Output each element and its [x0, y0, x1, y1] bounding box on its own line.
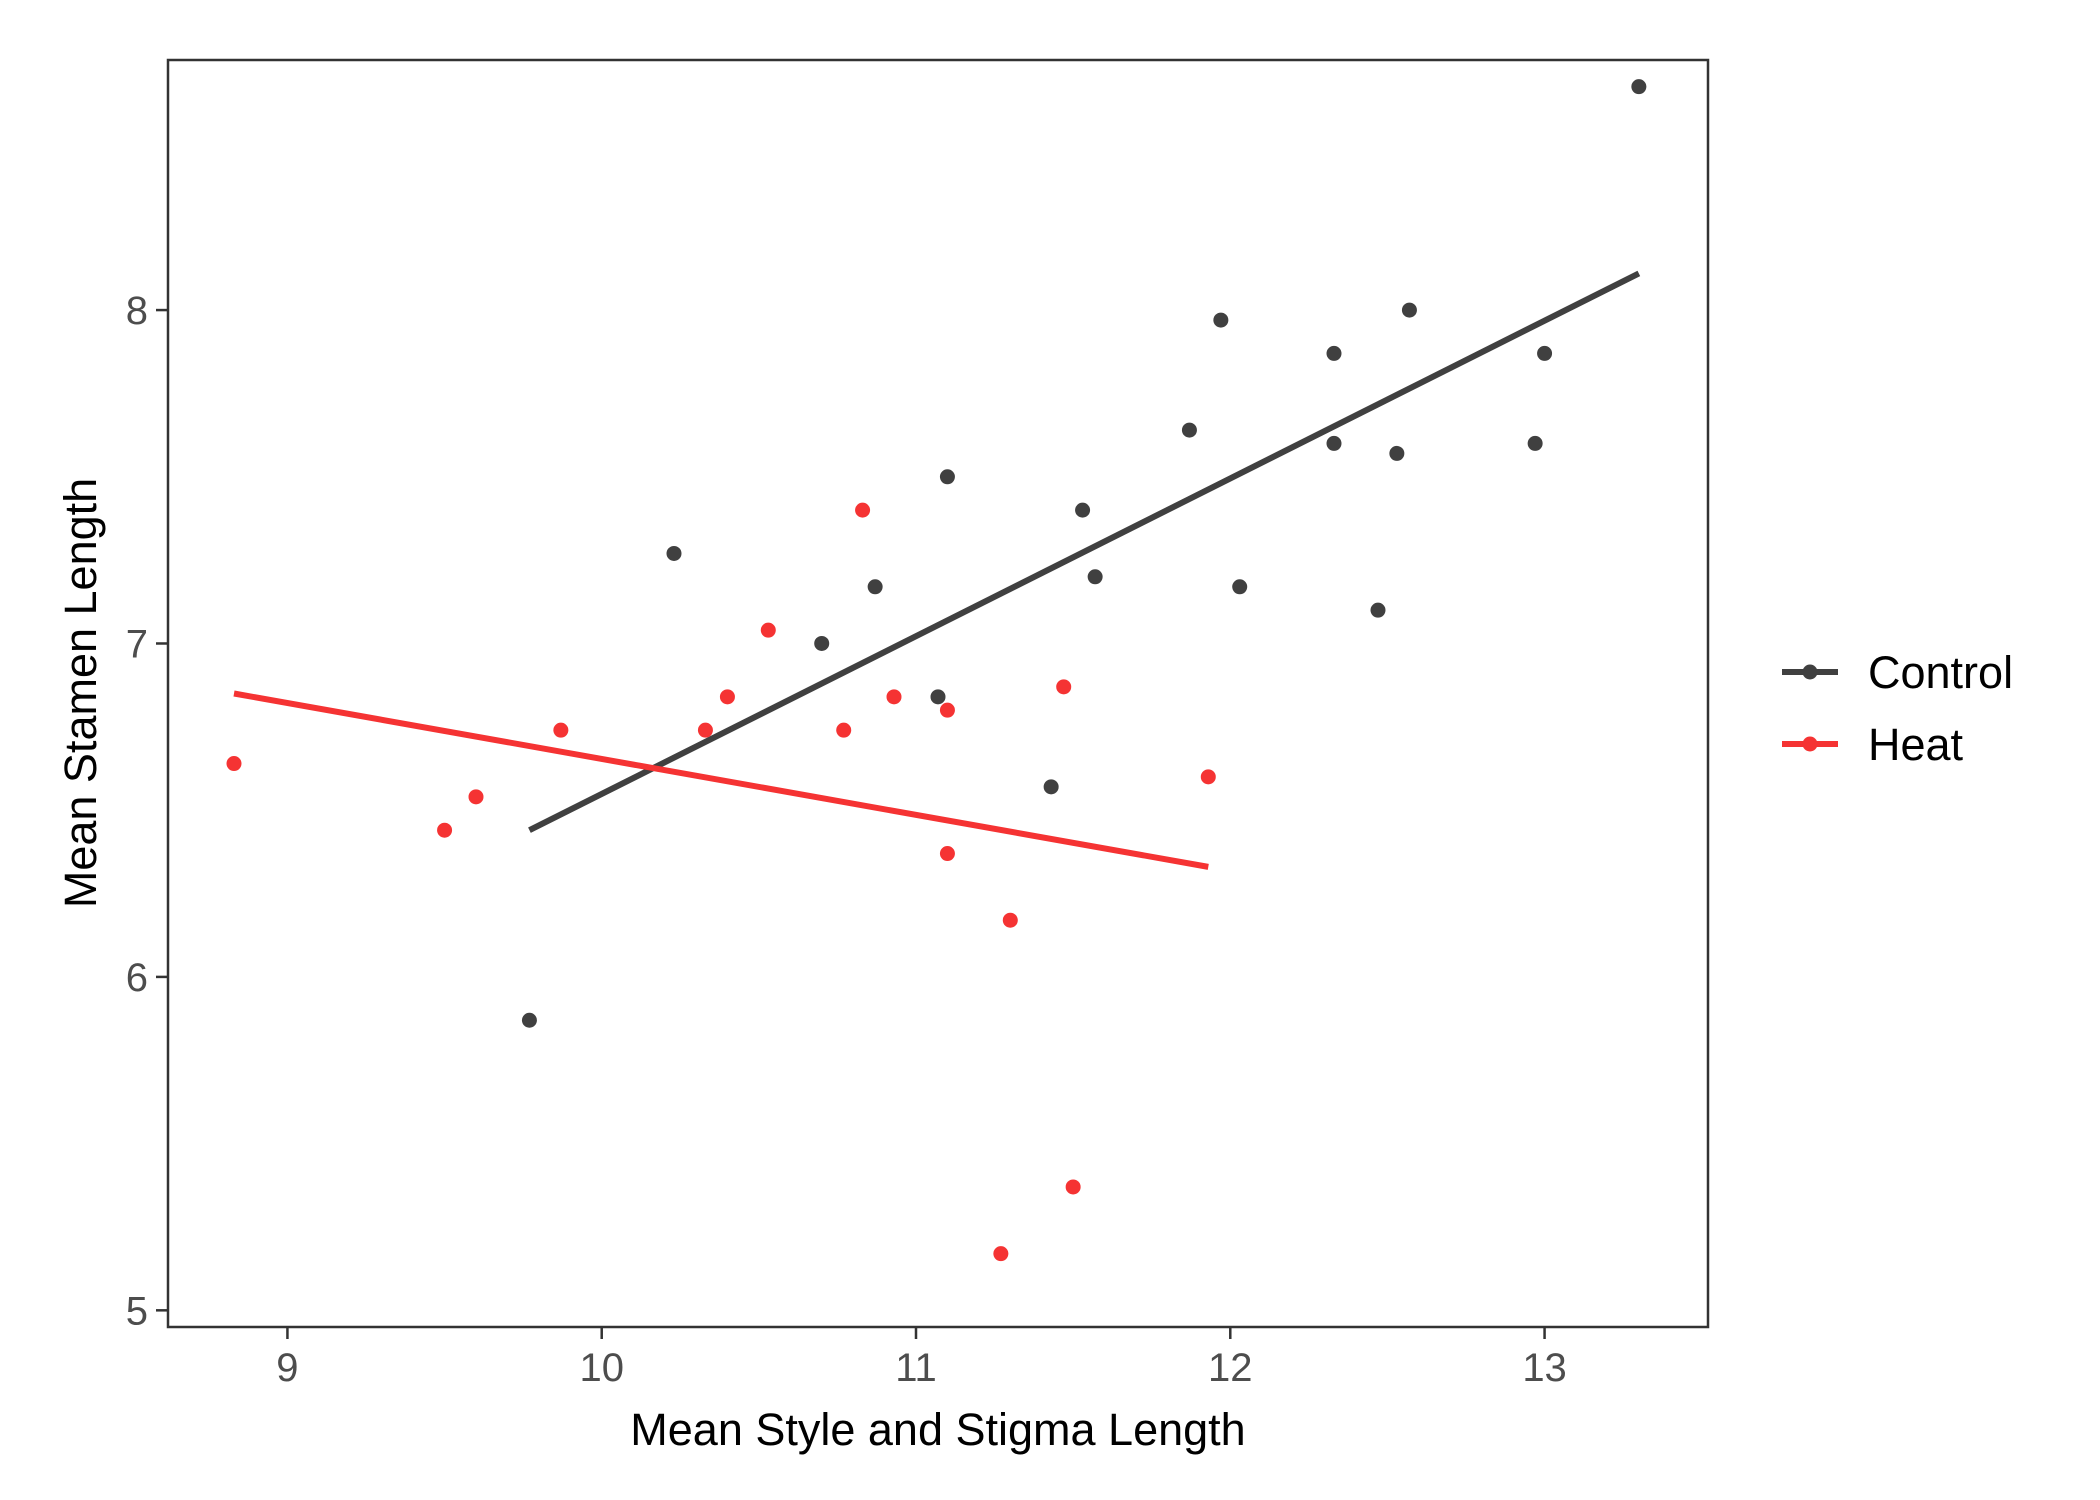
point-heat [993, 1246, 1009, 1262]
x-tick-label: 12 [1208, 1346, 1253, 1390]
point-control [1087, 569, 1103, 585]
x-tick-label: 10 [579, 1346, 624, 1390]
fit-lines [233, 270, 1641, 870]
y-tick-label: 8 [126, 289, 148, 333]
point-heat [939, 846, 955, 862]
fit-line-heat [233, 690, 1209, 870]
point-control [814, 635, 830, 651]
point-heat [886, 689, 902, 705]
y-axis-title: Mean Stamen Length [55, 478, 106, 908]
point-control [930, 689, 946, 705]
point-control [1401, 302, 1417, 318]
point-control [939, 469, 955, 485]
point-heat [226, 756, 242, 772]
point-control [1075, 502, 1091, 518]
point-heat [719, 689, 735, 705]
point-heat [697, 722, 713, 738]
x-tick-label: 9 [276, 1346, 298, 1390]
point-heat [836, 722, 852, 738]
legend-key-point [1802, 736, 1818, 752]
x-axis: 9 10 11 12 13 [276, 1327, 1567, 1390]
point-control [1537, 345, 1553, 361]
y-tick-label: 7 [126, 622, 148, 666]
x-tick-label: 13 [1522, 1346, 1567, 1390]
point-control [1232, 579, 1248, 595]
point-control [1326, 345, 1342, 361]
point-heat [468, 789, 484, 805]
point-control [1527, 435, 1543, 451]
legend-label-heat: Heat [1868, 719, 1964, 770]
point-control [666, 545, 682, 561]
point-heat [553, 722, 569, 738]
legend-label-control: Control [1868, 647, 2013, 698]
point-control [1213, 312, 1229, 328]
point-heat [855, 502, 871, 518]
x-tick-label: 11 [895, 1346, 937, 1390]
legend-key-point [1802, 664, 1818, 680]
point-heat [1065, 1179, 1081, 1195]
legend: Control Heat [1782, 647, 2013, 770]
point-control [1389, 445, 1405, 461]
point-control [1326, 435, 1342, 451]
y-tick-label: 6 [126, 956, 148, 1000]
point-heat [760, 622, 776, 638]
point-heat [1002, 912, 1018, 928]
point-heat [1056, 679, 1072, 695]
point-control [867, 579, 883, 595]
y-tick-label: 5 [126, 1289, 148, 1333]
point-heat [1200, 769, 1216, 785]
fit-line-control [528, 270, 1641, 833]
point-control [521, 1012, 537, 1028]
point-control [1043, 779, 1059, 795]
point-heat [939, 702, 955, 718]
data-points [226, 79, 1647, 1262]
x-axis-title: Mean Style and Stigma Length [630, 1404, 1245, 1455]
point-control [1370, 602, 1386, 618]
point-heat [437, 822, 453, 838]
point-control [1181, 422, 1197, 438]
point-control [1631, 79, 1647, 95]
y-axis: 5 6 7 8 [126, 289, 168, 1333]
